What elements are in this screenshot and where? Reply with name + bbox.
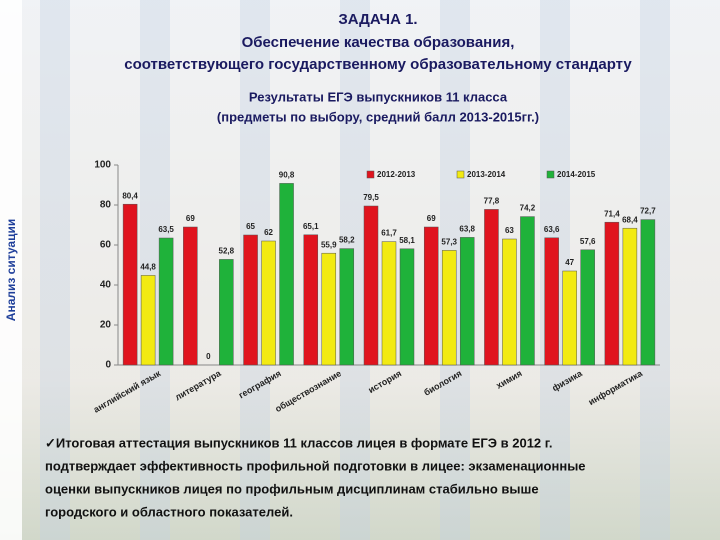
y-tick-label: 80 — [100, 200, 112, 211]
bar — [363, 205, 379, 366]
bar — [381, 241, 397, 366]
value-label: 77,8 — [484, 197, 500, 206]
legend-label: 2013-2014 — [467, 170, 506, 179]
value-label: 71,4 — [604, 209, 620, 218]
value-label: 69 — [186, 214, 195, 223]
bar — [459, 237, 475, 366]
value-label: 68,4 — [622, 215, 638, 224]
value-label: 55,9 — [321, 240, 337, 249]
bar — [441, 250, 457, 366]
bar — [158, 237, 174, 366]
body-text: городского и областного показателей. — [45, 504, 293, 519]
body-text: ✓Итоговая аттестация выпускников 11 клас… — [45, 435, 553, 450]
bar — [484, 209, 499, 366]
y-tick-label: 40 — [100, 280, 112, 291]
subtitle: (предметы по выбору, средний балл 2013-2… — [217, 109, 539, 124]
legend-label: 2014-2015 — [557, 170, 596, 179]
x-tick-label: физика — [550, 368, 584, 394]
value-label: 90,8 — [279, 171, 295, 180]
legend-swatch — [366, 170, 375, 179]
bar — [261, 240, 276, 366]
value-label: 65 — [246, 222, 255, 231]
bar — [640, 219, 656, 366]
x-tick-label: биология — [422, 368, 463, 398]
title: Обеспечение качества образования, — [242, 34, 515, 51]
bar — [321, 252, 337, 366]
value-label: 65,1 — [303, 222, 319, 231]
value-label: 63,5 — [158, 225, 174, 234]
bar — [520, 216, 535, 366]
y-tick-label: 0 — [105, 360, 111, 371]
y-tick-label: 100 — [94, 160, 111, 171]
bar — [339, 248, 355, 366]
bar — [122, 203, 138, 366]
bar — [219, 259, 234, 366]
value-label: 44,8 — [140, 263, 156, 272]
side-label: Анализ ситуации — [4, 219, 18, 321]
value-label: 58,2 — [339, 236, 355, 245]
x-tick-label: химия — [494, 368, 523, 391]
value-label: 63,6 — [544, 225, 560, 234]
title: ЗАДАЧА 1. — [338, 11, 417, 28]
value-label: 79,5 — [363, 193, 379, 202]
value-label: 80,4 — [122, 191, 138, 200]
subtitle: Результаты ЕГЭ выпускников 11 класса — [249, 89, 508, 104]
value-label: 58,1 — [399, 236, 415, 245]
bar — [279, 183, 294, 366]
x-tick-label: информатика — [587, 368, 645, 407]
x-tick-label: география — [237, 368, 283, 400]
bar — [622, 227, 638, 366]
value-label: 63,8 — [459, 225, 475, 234]
value-label: 62 — [264, 228, 273, 237]
bar — [303, 234, 319, 366]
y-tick-label: 60 — [100, 240, 112, 251]
side-strip — [0, 0, 22, 540]
bar — [423, 226, 439, 366]
value-label: 52,8 — [219, 247, 235, 256]
value-label: 63 — [505, 226, 514, 235]
value-label: 72,7 — [640, 207, 656, 216]
bar — [140, 275, 156, 366]
legend-label: 2012-2013 — [377, 170, 416, 179]
bar — [502, 238, 517, 366]
bar — [399, 248, 415, 366]
legend-swatch — [456, 170, 465, 179]
bar — [243, 234, 258, 366]
bar — [544, 237, 559, 366]
bar — [580, 249, 595, 366]
x-tick-label: история — [367, 368, 404, 395]
bar — [183, 226, 198, 366]
legend-swatch — [546, 170, 555, 179]
value-label: 57,6 — [580, 237, 596, 246]
x-tick-label: английский язык — [92, 368, 163, 415]
bar — [604, 221, 620, 366]
value-label: 0 — [206, 352, 211, 361]
body-text: подтверждает эффективность профильной по… — [45, 458, 586, 473]
value-label: 74,2 — [520, 204, 536, 213]
x-tick-label: литература — [173, 368, 223, 403]
title: соответствующего государственному образо… — [124, 56, 632, 73]
value-label: 57,3 — [441, 238, 457, 247]
body-text: оценки выпускников лицея по профильным д… — [45, 481, 539, 496]
value-label: 61,7 — [381, 229, 397, 238]
x-tick-label: обществознание — [273, 368, 343, 414]
value-label: 69 — [427, 214, 436, 223]
value-label: 47 — [565, 258, 574, 267]
y-tick-label: 20 — [100, 320, 112, 331]
bar — [562, 270, 577, 366]
